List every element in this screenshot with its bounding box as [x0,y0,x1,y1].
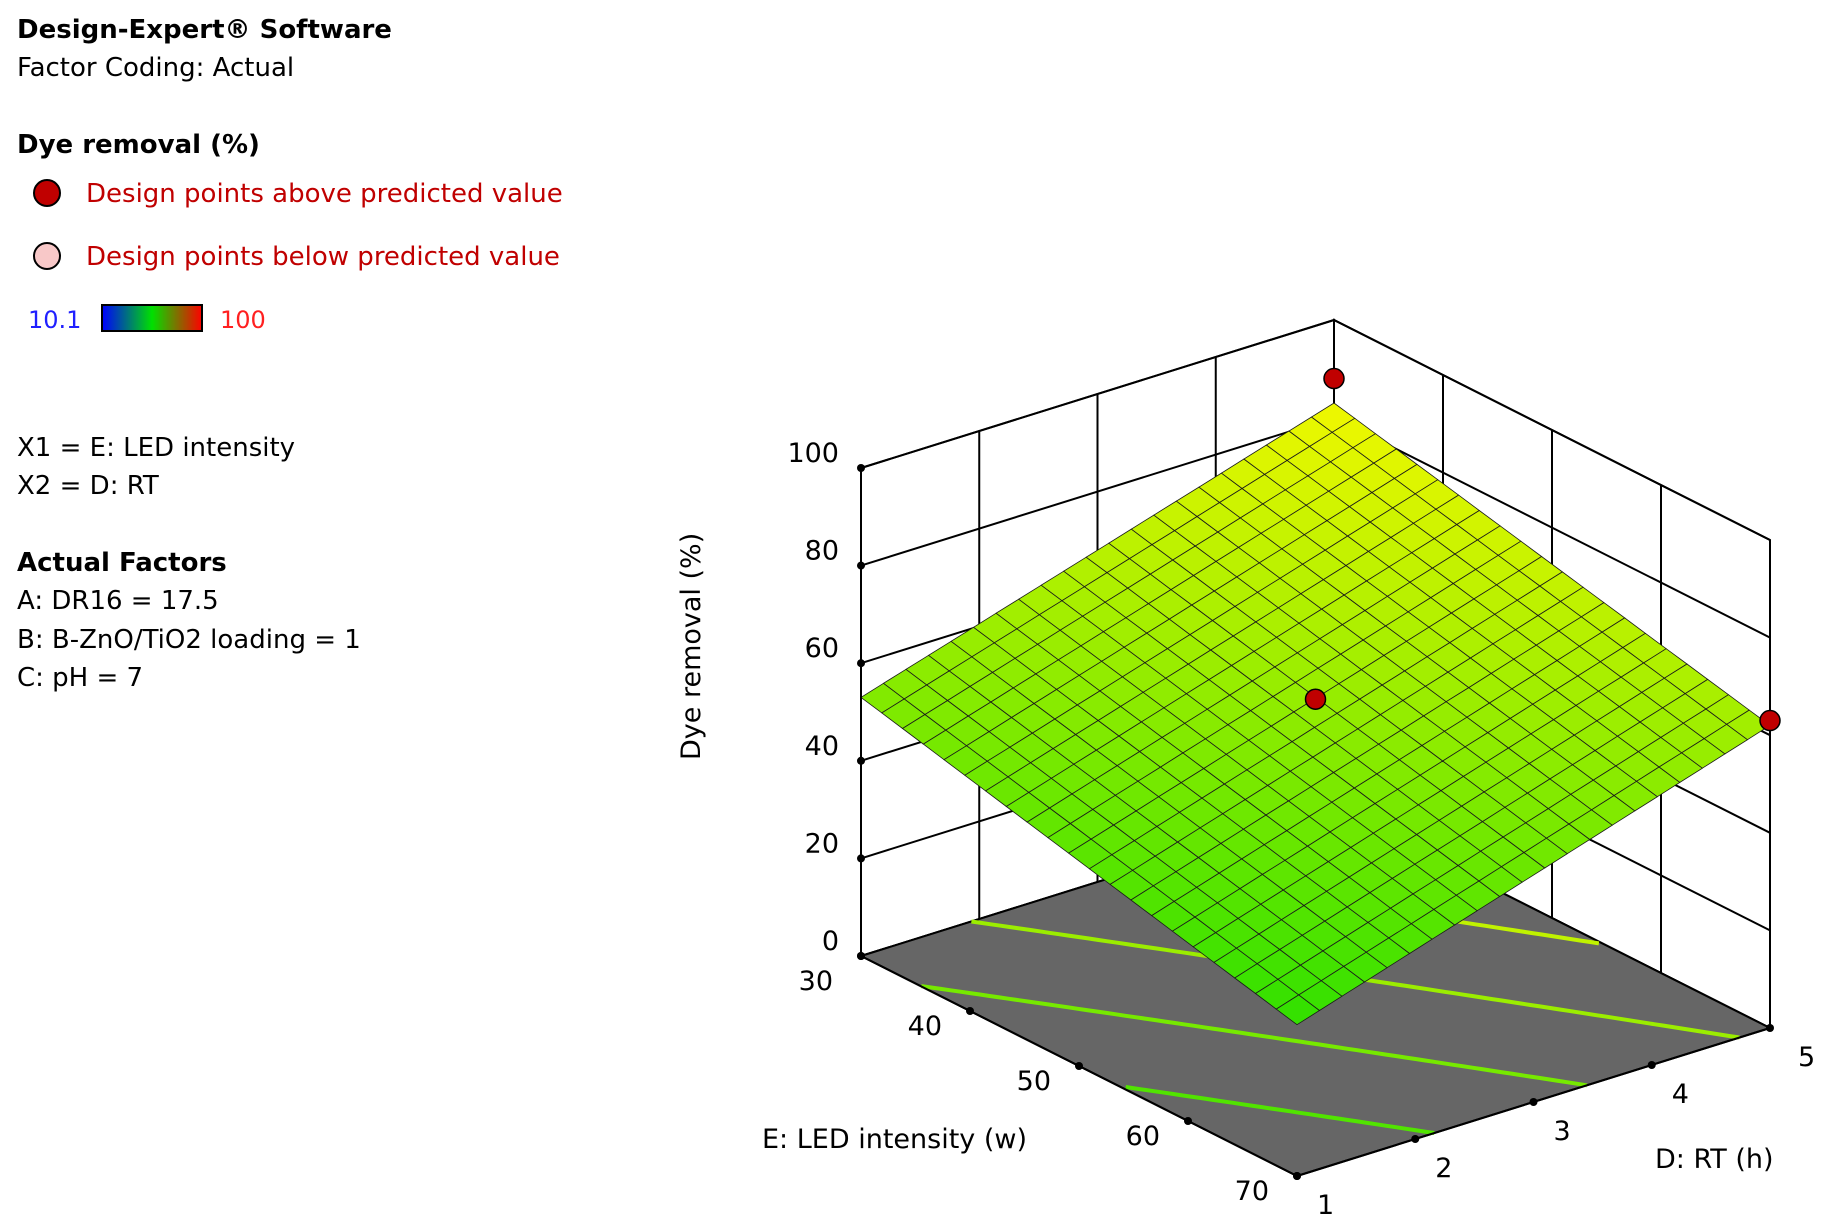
colorbar-max: 100 [220,306,266,334]
x-tick [857,952,865,960]
design-point-above [1759,709,1781,732]
colorbar-min: 10.1 [28,306,81,334]
actual-factors-title: Actual Factors [17,548,227,578]
y-tick [1647,1061,1656,1069]
colorbar [101,304,203,332]
x2-definition: X2 = D: RT [17,471,159,501]
legend-above-label: Design points above predicted value [86,179,563,209]
z-tick-label: 100 [787,438,839,469]
y-axis-label: D: RT (h) [1655,1144,1774,1175]
y-tick-label: 4 [1672,1079,1689,1110]
z-tick-label: 40 [805,731,839,762]
z-tick-label: 60 [805,633,839,664]
above-point-icon [33,179,61,207]
y-tick [1529,1098,1538,1106]
z-tick [857,756,865,765]
contour-line [1125,1085,1435,1135]
response-title: Dye removal (%) [17,130,260,160]
y-tick-label: 1 [1317,1190,1334,1217]
x-tick-label: 30 [799,966,833,997]
z-tick-label: 0 [822,926,839,957]
y-tick [1411,1135,1420,1143]
x-tick-label: 50 [1017,1066,1051,1097]
x-axis-label: E: LED intensity (w) [762,1124,1027,1155]
factor-c: C: pH = 7 [17,663,143,693]
z-axis-label: Dye removal (%) [676,533,707,760]
design-point-above [1323,367,1345,390]
y-tick [1293,1172,1301,1180]
x-tick-label: 70 [1235,1176,1269,1207]
z-tick [857,659,865,668]
x-tick [966,1007,974,1015]
design-point-above [1304,688,1327,710]
z-tick-label: 80 [805,536,839,567]
z-tick-label: 20 [805,828,839,859]
x-tick-label: 60 [1126,1121,1160,1152]
below-point-icon [33,242,61,270]
y-tick-label: 3 [1554,1116,1571,1147]
y-tick-label: 2 [1435,1153,1452,1184]
y-tick [1766,1024,1774,1032]
plot-axes: 0 20 40 60 80 100 30 40 50 60 70 1 2 3 4 5 [787,438,1815,1217]
z-tick [857,464,865,472]
x-tick-label: 40 [908,1011,942,1042]
z-tick [857,854,865,863]
y-tick-label: 5 [1798,1042,1815,1073]
x-tick [1075,1062,1083,1070]
contour-line [921,984,1588,1088]
response-surface [860,402,1771,1026]
factor-coding: Factor Coding: Actual [17,53,294,83]
x1-definition: X1 = E: LED intensity [17,433,295,463]
factor-b: B: B-ZnO/TiO2 loading = 1 [17,625,361,655]
legend-below-label: Design points below predicted value [86,242,560,272]
x-tick [1184,1117,1192,1125]
z-tick [857,561,865,570]
factor-a: A: DR16 = 17.5 [17,586,219,616]
app-title: Design-Expert® Software [17,15,392,45]
design-points-above-surface [1304,367,1781,732]
